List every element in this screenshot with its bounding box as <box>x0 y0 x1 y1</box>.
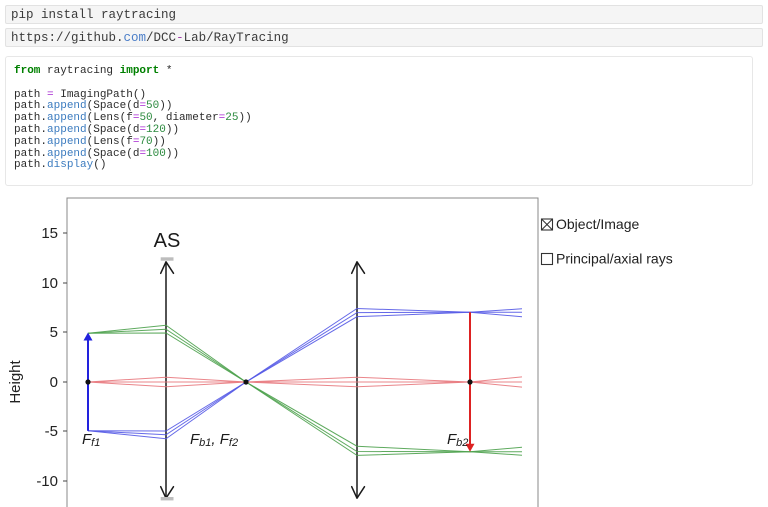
svg-text:-5: -5 <box>45 423 58 440</box>
svg-text:Height: Height <box>7 359 24 403</box>
svg-text:0: 0 <box>50 374 58 391</box>
svg-text:Principal/axial rays: Principal/axial rays <box>556 251 673 267</box>
svg-text:AS: AS <box>154 230 181 252</box>
svg-text:10: 10 <box>41 275 58 292</box>
svg-text:Ff1: Ff1 <box>82 431 100 449</box>
svg-text:5: 5 <box>50 324 58 341</box>
svg-text:-10: -10 <box>36 473 58 490</box>
svg-text:Fb1, Ff2: Fb1, Ff2 <box>190 431 238 449</box>
svg-text:Object/Image: Object/Image <box>556 216 639 232</box>
svg-text:Fb2: Fb2 <box>447 431 468 449</box>
svg-text:15: 15 <box>41 225 58 242</box>
